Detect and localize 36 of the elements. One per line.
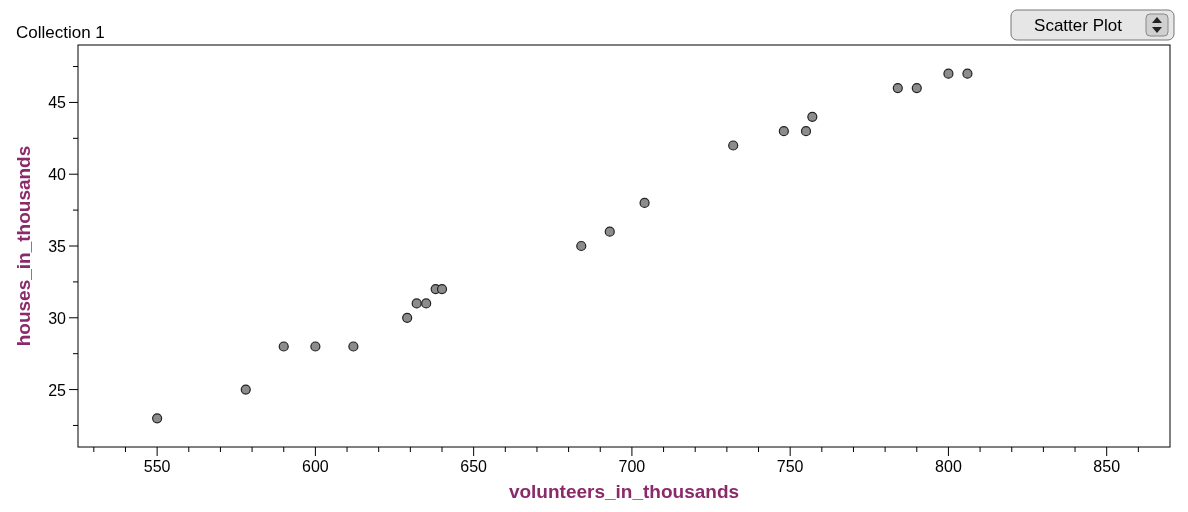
y-tick-label: 40 (48, 166, 67, 184)
x-axis-title: volunteers_in_thousands (508, 481, 740, 502)
point (943, 68, 954, 79)
x-tick-label: 550 (143, 458, 171, 475)
y-tick-label: 35 (48, 238, 67, 255)
point (152, 413, 163, 424)
point (728, 140, 739, 151)
point (639, 197, 650, 209)
point (800, 126, 812, 137)
point (604, 226, 615, 237)
point (576, 240, 587, 252)
point (411, 298, 422, 309)
point (421, 298, 432, 309)
y-axis-title: houses_in_thousands (13, 145, 34, 347)
y-tick-label: 45 (48, 94, 67, 112)
x-tick-label: 850 (1093, 458, 1121, 475)
x-tick-label: 750 (776, 458, 804, 475)
point (310, 341, 321, 352)
point (436, 283, 448, 295)
point (962, 68, 973, 79)
point (240, 384, 251, 395)
point (348, 341, 359, 352)
point (807, 111, 818, 122)
point (911, 82, 922, 94)
x-tick-label: 600 (302, 458, 329, 475)
x-tick-label: 700 (618, 458, 646, 475)
chart-title: Collection 1 (16, 23, 105, 42)
point (402, 312, 413, 323)
x-tick-label: 650 (460, 458, 488, 475)
point (892, 82, 903, 94)
point (778, 126, 789, 137)
point (278, 341, 289, 352)
y-tick-label: 30 (48, 309, 67, 327)
y-tick-label: 25 (48, 381, 67, 399)
x-tick-label: 800 (935, 458, 962, 475)
text: Scatter Plot (1034, 16, 1123, 35)
